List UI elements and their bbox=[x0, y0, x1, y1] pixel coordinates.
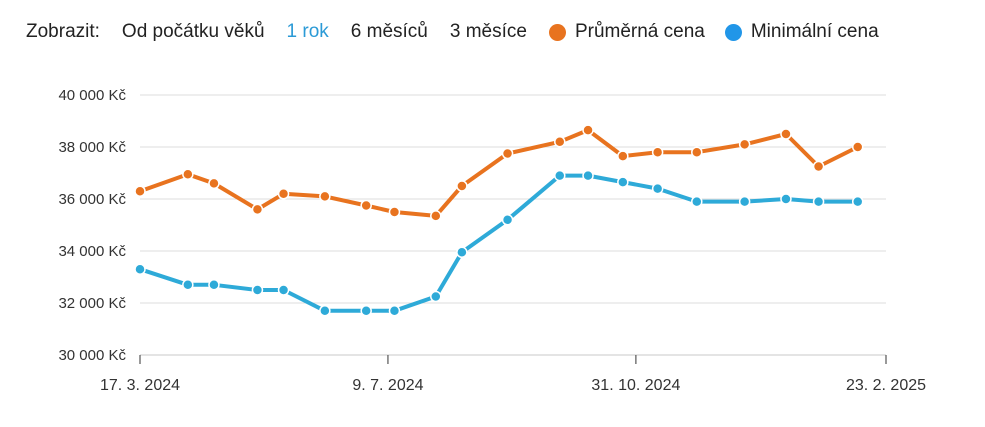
minimum-price-point bbox=[780, 193, 792, 205]
range-option-6-months[interactable]: 6 měsíců bbox=[350, 21, 428, 42]
minimum-price-point bbox=[582, 169, 594, 182]
minimum-price-line bbox=[138, 173, 860, 313]
y-tick-label: 36 000 Kč bbox=[58, 191, 126, 208]
minimum-price-point bbox=[617, 176, 629, 188]
minimum-price-point bbox=[277, 284, 290, 296]
minimum-price-point bbox=[812, 195, 825, 208]
minimum-price-point bbox=[360, 305, 372, 317]
y-tick-label: 38 000 Kč bbox=[58, 139, 126, 156]
average-price-point bbox=[388, 206, 401, 218]
average-price-point bbox=[691, 146, 703, 158]
average-price-point bbox=[617, 150, 629, 162]
minimum-price-point bbox=[430, 290, 442, 303]
y-tick-label: 32 000 Kč bbox=[58, 295, 126, 312]
minimum-price-point bbox=[456, 246, 468, 259]
minimum-price-point bbox=[182, 279, 194, 291]
legend-item-average-price[interactable]: Průměrná cena bbox=[548, 21, 705, 43]
average-price-point bbox=[812, 160, 825, 173]
minimum-price-point bbox=[651, 182, 664, 195]
minimum-price-point bbox=[691, 195, 703, 208]
minimum-price-point bbox=[388, 305, 401, 317]
average-price-point bbox=[208, 177, 220, 190]
legend-label: Průměrná cena bbox=[574, 21, 705, 42]
average-price-point bbox=[738, 138, 751, 151]
chart-toolbar: Zobrazit: Od počátku věků 1 rok 6 měsíců… bbox=[26, 18, 899, 46]
minimum-price-point bbox=[554, 169, 566, 182]
x-tick-label: 17. 3. 2024 bbox=[100, 377, 180, 394]
average-price-point bbox=[430, 210, 442, 222]
average-price-point bbox=[319, 190, 331, 203]
x-tick-label: 23. 2. 2025 bbox=[846, 377, 926, 394]
legend-dot-icon bbox=[548, 23, 566, 41]
minimum-price-point bbox=[319, 305, 331, 317]
average-price-point bbox=[251, 203, 264, 216]
minimum-price-point bbox=[208, 279, 220, 291]
y-tick-label: 30 000 Kč bbox=[58, 347, 126, 364]
legend-label: Minimální cena bbox=[750, 21, 879, 42]
average-price-point bbox=[851, 141, 864, 153]
range-option-3-months[interactable]: 3 měsíce bbox=[449, 21, 527, 42]
average-price-point bbox=[456, 180, 468, 192]
average-price-point bbox=[554, 136, 566, 148]
legend-dot-icon bbox=[724, 23, 742, 41]
average-price-point bbox=[360, 199, 372, 212]
average-price-point bbox=[582, 124, 594, 136]
x-tick-label: 31. 10. 2024 bbox=[591, 377, 680, 394]
average-price-point bbox=[182, 168, 194, 181]
y-tick-label: 34 000 Kč bbox=[58, 243, 126, 260]
minimum-price-point bbox=[738, 195, 751, 208]
minimum-price-point bbox=[134, 263, 146, 275]
minimum-price-point bbox=[501, 214, 514, 226]
average-price-point bbox=[134, 185, 146, 197]
range-label: Zobrazit: bbox=[26, 21, 100, 42]
y-tick-label: 40 000 Kč bbox=[58, 87, 126, 104]
legend-item-minimum-price[interactable]: Minimální cena bbox=[724, 21, 879, 43]
minimum-price-point bbox=[251, 284, 264, 296]
x-tick-label: 9. 7. 2024 bbox=[352, 377, 423, 394]
average-price-point bbox=[651, 146, 664, 158]
average-price-point bbox=[780, 128, 792, 140]
average-price-point bbox=[277, 188, 290, 200]
range-option-1-year[interactable]: 1 rok bbox=[286, 21, 329, 42]
average-price-point bbox=[501, 147, 514, 160]
range-option-all-time[interactable]: Od počátku věků bbox=[121, 21, 265, 42]
minimum-price-point bbox=[851, 195, 864, 208]
